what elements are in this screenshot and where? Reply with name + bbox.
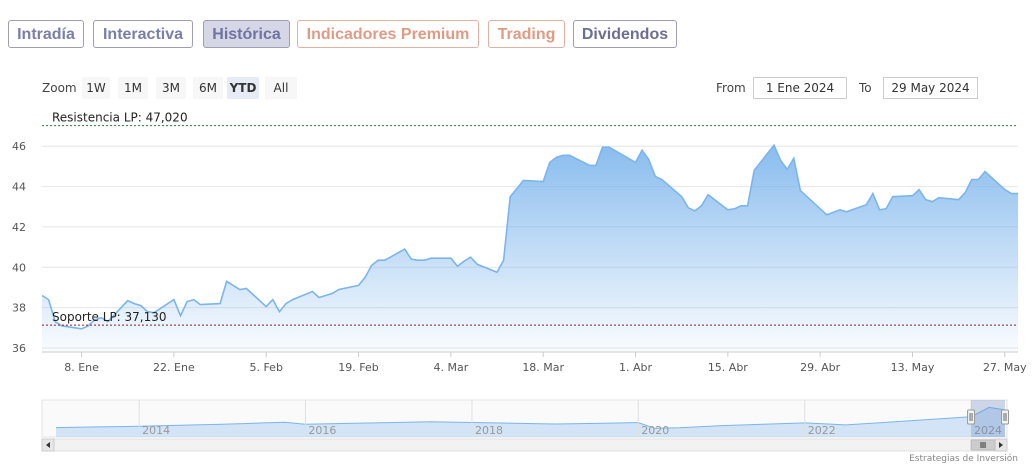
y-tick-label: 40 <box>12 261 26 274</box>
navigator-left-handle[interactable] <box>967 409 976 425</box>
y-tick-label: 36 <box>12 342 26 355</box>
zoom-1m-button[interactable]: 1M <box>118 77 148 99</box>
scrollbar-track[interactable] <box>41 438 1008 452</box>
zoom-all-button[interactable]: All <box>265 77 297 99</box>
x-tick-label: 8. Ene <box>64 361 99 374</box>
from-label: From <box>716 81 746 95</box>
navigator-year-label: 2016 <box>308 424 336 437</box>
credit-text: Estrategias de Inversión <box>909 454 1018 464</box>
x-tick-label: 29. Abr <box>800 361 840 374</box>
y-tick-label: 46 <box>12 140 26 153</box>
price-line <box>41 143 1018 330</box>
tab-historica[interactable]: Histórica <box>203 20 290 48</box>
x-tick-label: 15. Abr <box>708 361 748 374</box>
to-date-input[interactable]: 29 May 2024 <box>883 77 978 99</box>
y-tick-label: 44 <box>12 181 26 194</box>
navigator-selection <box>971 400 1005 437</box>
tab-interactiva[interactable]: Interactiva <box>93 20 193 48</box>
x-tick-label: 1. Abr <box>619 361 652 374</box>
x-tick-label: 4. Mar <box>433 361 468 374</box>
zoom-6m-button[interactable]: 6M <box>193 77 223 99</box>
tab-indicadores-premium[interactable]: Indicadores Premium <box>297 20 479 48</box>
navigator-year-label: 2014 <box>142 424 170 437</box>
x-tick-label: 27. May <box>983 361 1027 374</box>
y-tick-label: 42 <box>12 221 26 234</box>
to-label: To <box>859 81 872 95</box>
x-tick-label: 19. Feb <box>338 361 378 374</box>
zoom-3m-button[interactable]: 3M <box>156 77 186 99</box>
arrow-left-icon <box>46 442 50 448</box>
zoom-1w-button[interactable]: 1W <box>82 77 110 99</box>
x-tick-label: 5. Feb <box>249 361 282 374</box>
tab-intradia[interactable]: Intradía <box>8 20 84 48</box>
navigator-year-label: 2020 <box>641 424 669 437</box>
zoom-label: Zoom <box>42 81 77 95</box>
navigator-year-label: 2018 <box>475 424 503 437</box>
navigator-year-label: 2024 <box>974 424 1002 437</box>
x-tick-label: 13. May <box>891 361 935 374</box>
navigator-area <box>56 407 1005 437</box>
navigator-line <box>55 406 1006 429</box>
resistance-label: Resistencia LP: 47,020 <box>52 111 188 125</box>
y-tick-label: 38 <box>12 302 26 315</box>
from-date-input[interactable]: 1 Ene 2024 <box>753 77 847 99</box>
price-area <box>42 145 1018 352</box>
tab-dividendos[interactable]: Dividendos <box>573 20 677 48</box>
x-tick-label: 18. Mar <box>522 361 564 374</box>
navigator-right-handle[interactable] <box>1001 409 1009 425</box>
support-label: Soporte LP: 37,130 <box>52 310 167 324</box>
navigator-year-label: 2022 <box>808 424 836 437</box>
tab-trading[interactable]: Trading <box>488 20 565 48</box>
zoom-ytd-button[interactable]: YTD <box>227 77 259 99</box>
x-tick-label: 22. Ene <box>153 361 195 374</box>
arrow-right-icon <box>999 442 1003 448</box>
